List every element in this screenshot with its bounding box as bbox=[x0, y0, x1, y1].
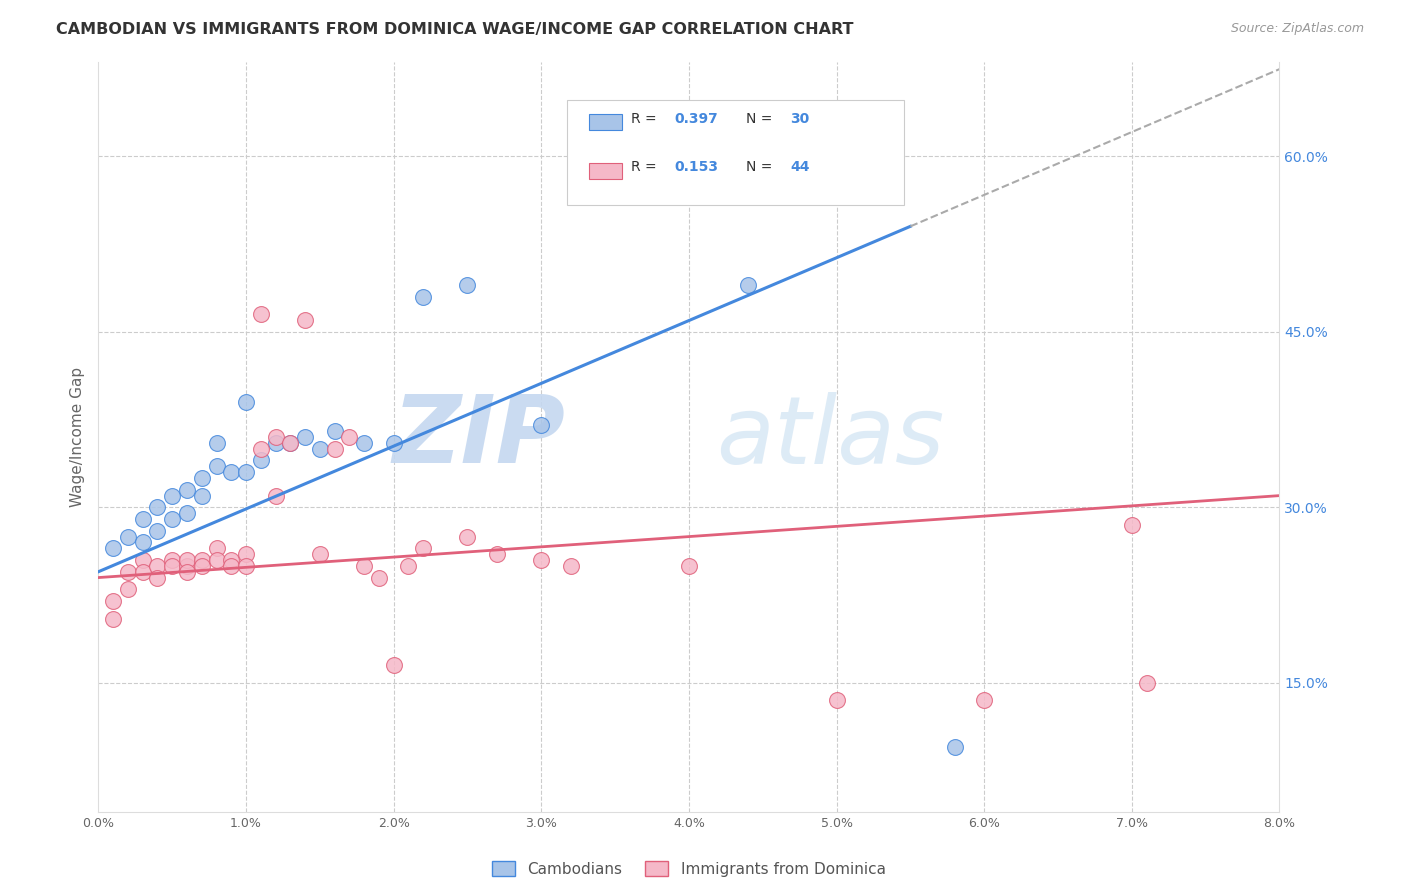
Point bbox=[337, 430, 360, 444]
Point bbox=[1121, 517, 1143, 532]
Point bbox=[678, 558, 700, 573]
Point bbox=[308, 442, 332, 456]
Text: N =: N = bbox=[745, 112, 776, 126]
Point bbox=[146, 558, 169, 573]
Point bbox=[737, 277, 759, 292]
Point bbox=[530, 418, 553, 433]
Text: 44: 44 bbox=[790, 161, 810, 174]
Point bbox=[219, 558, 242, 573]
Point bbox=[103, 594, 125, 608]
Point bbox=[117, 530, 139, 544]
Text: R =: R = bbox=[631, 112, 661, 126]
Point bbox=[146, 524, 169, 538]
Point bbox=[219, 465, 242, 479]
Point bbox=[1135, 676, 1157, 690]
Text: R =: R = bbox=[631, 161, 661, 174]
Point bbox=[219, 553, 242, 567]
Point bbox=[146, 571, 169, 585]
Point bbox=[176, 558, 198, 573]
Point bbox=[294, 430, 316, 444]
Point bbox=[191, 471, 214, 485]
Bar bbox=[589, 163, 621, 178]
Point bbox=[176, 565, 198, 579]
Point bbox=[205, 436, 228, 450]
Point bbox=[162, 558, 183, 573]
Point bbox=[278, 436, 302, 450]
Point bbox=[162, 553, 183, 567]
Point bbox=[132, 535, 155, 549]
Point bbox=[367, 571, 389, 585]
Text: 0.397: 0.397 bbox=[675, 112, 718, 126]
Point bbox=[825, 693, 848, 707]
Text: 30: 30 bbox=[790, 112, 810, 126]
Point bbox=[205, 541, 228, 556]
Point bbox=[323, 442, 346, 456]
Point bbox=[353, 558, 375, 573]
Point bbox=[235, 547, 257, 561]
Point bbox=[191, 489, 214, 503]
Text: ZIP: ZIP bbox=[392, 391, 565, 483]
Point bbox=[485, 547, 508, 561]
Point bbox=[132, 565, 155, 579]
Bar bbox=[589, 114, 621, 130]
Point bbox=[132, 512, 155, 526]
Point bbox=[250, 442, 273, 456]
Point bbox=[191, 558, 214, 573]
Point bbox=[560, 558, 582, 573]
Point bbox=[264, 430, 287, 444]
Text: Source: ZipAtlas.com: Source: ZipAtlas.com bbox=[1230, 22, 1364, 36]
Point bbox=[456, 530, 478, 544]
Point bbox=[146, 500, 169, 515]
Point bbox=[235, 465, 257, 479]
Point bbox=[103, 611, 125, 625]
Point bbox=[323, 424, 346, 438]
Point bbox=[235, 395, 257, 409]
Point bbox=[250, 307, 273, 321]
Point bbox=[264, 489, 287, 503]
Point bbox=[162, 512, 183, 526]
Point bbox=[943, 740, 966, 755]
Point bbox=[235, 558, 257, 573]
Point bbox=[132, 553, 155, 567]
Point bbox=[412, 289, 434, 303]
Point bbox=[278, 436, 302, 450]
Point bbox=[294, 313, 316, 327]
Point bbox=[250, 453, 273, 467]
Point bbox=[264, 436, 287, 450]
Point bbox=[117, 565, 139, 579]
Text: 0.153: 0.153 bbox=[675, 161, 718, 174]
Point bbox=[973, 693, 995, 707]
Y-axis label: Wage/Income Gap: Wage/Income Gap bbox=[69, 367, 84, 508]
Point bbox=[530, 553, 553, 567]
Point bbox=[412, 541, 434, 556]
Point bbox=[191, 553, 214, 567]
Point bbox=[353, 436, 375, 450]
Point bbox=[117, 582, 139, 597]
Point bbox=[162, 489, 183, 503]
Legend: Cambodians, Immigrants from Dominica: Cambodians, Immigrants from Dominica bbox=[486, 855, 891, 883]
Text: N =: N = bbox=[745, 161, 776, 174]
Point bbox=[176, 553, 198, 567]
Text: atlas: atlas bbox=[717, 392, 945, 483]
Point bbox=[382, 658, 405, 673]
Point bbox=[205, 553, 228, 567]
Point bbox=[382, 436, 405, 450]
Point bbox=[456, 277, 478, 292]
Point bbox=[396, 558, 419, 573]
Point bbox=[103, 541, 125, 556]
Text: CAMBODIAN VS IMMIGRANTS FROM DOMINICA WAGE/INCOME GAP CORRELATION CHART: CAMBODIAN VS IMMIGRANTS FROM DOMINICA WA… bbox=[56, 22, 853, 37]
FancyBboxPatch shape bbox=[567, 100, 904, 205]
Point bbox=[205, 459, 228, 474]
Point bbox=[308, 547, 332, 561]
Point bbox=[176, 483, 198, 497]
Point bbox=[176, 506, 198, 520]
